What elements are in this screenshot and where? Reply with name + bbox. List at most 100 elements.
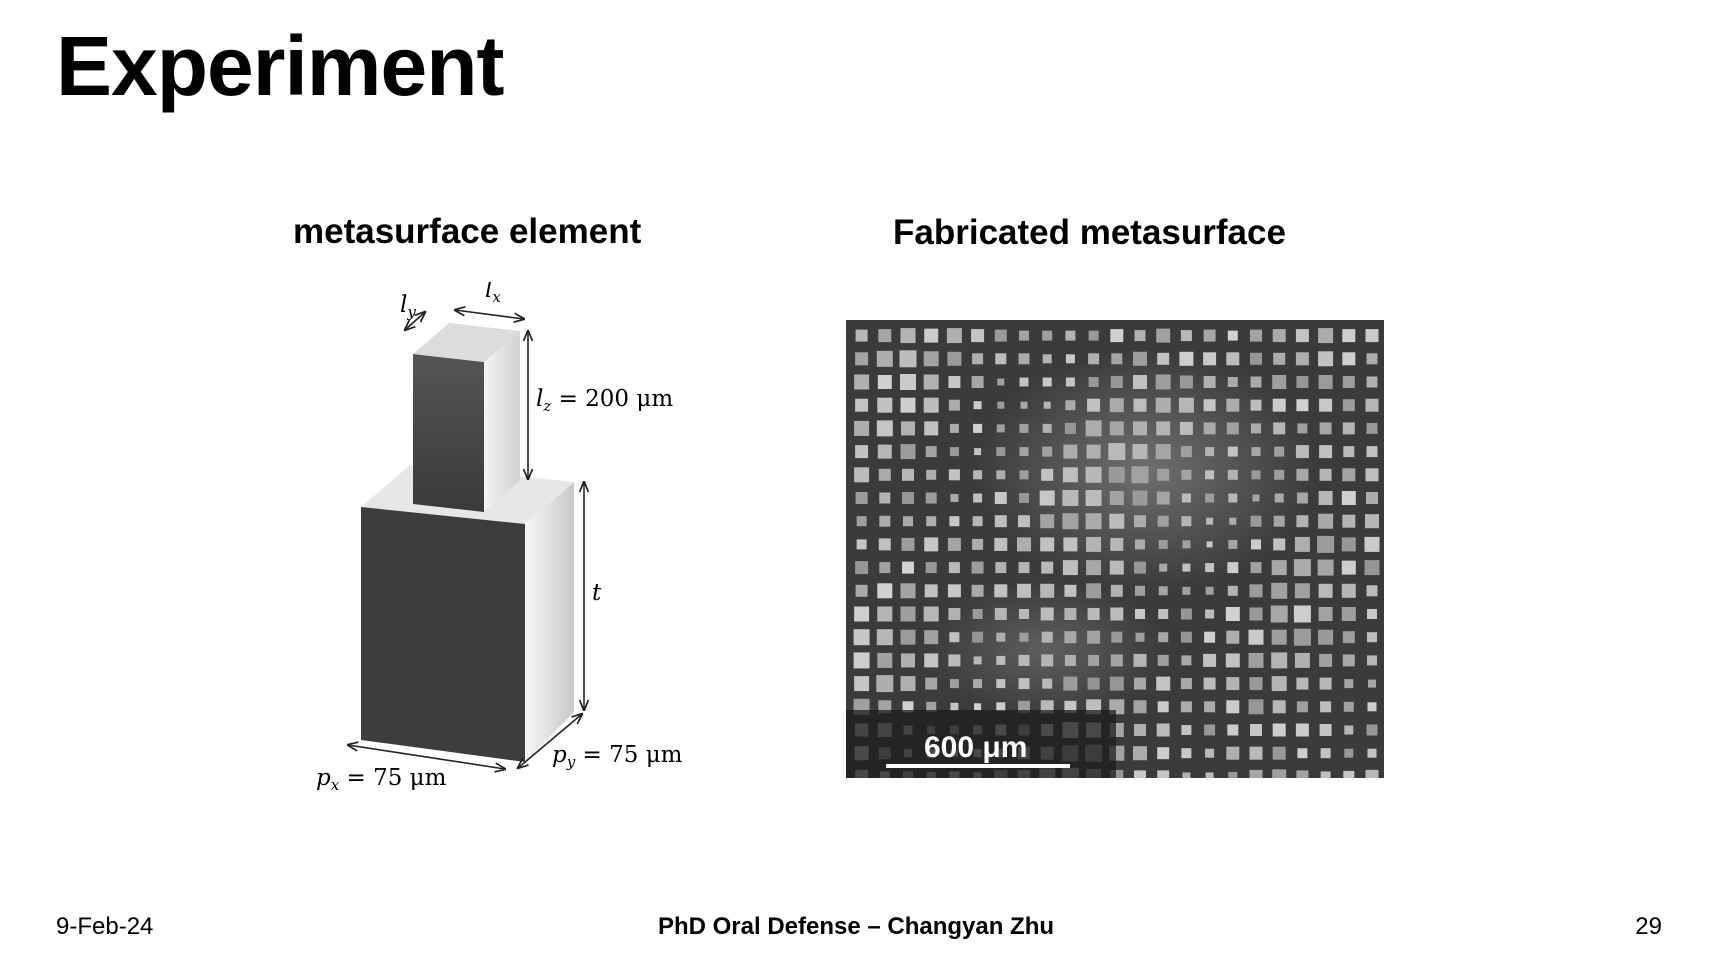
pillar: [854, 420, 870, 436]
pillar: [1366, 376, 1378, 388]
pillar: [1366, 446, 1378, 458]
pillar: [1203, 329, 1216, 342]
pillar: [853, 629, 870, 646]
pillar: [1158, 586, 1168, 596]
pillar: [948, 376, 961, 388]
px-label: px = 75 μm: [316, 765, 447, 794]
pillar: [925, 446, 937, 458]
pillar: [995, 562, 1007, 574]
pillar: [855, 352, 869, 366]
pillar: [949, 447, 959, 457]
pillar: [855, 445, 869, 459]
pillar: [924, 537, 939, 552]
pillar: [1156, 723, 1170, 737]
pillar: [924, 584, 938, 598]
pillar: [1342, 399, 1355, 412]
pillar: [1366, 585, 1378, 597]
pillar: [1019, 330, 1029, 341]
pillar: [1296, 677, 1309, 690]
pillar: [1180, 330, 1192, 342]
pillar: [926, 516, 937, 527]
pillar: [1293, 605, 1311, 623]
pillar: [972, 516, 983, 527]
pillar: [1226, 700, 1240, 714]
pillar: [1271, 582, 1288, 599]
pillar: [923, 351, 939, 367]
pillar: [1270, 605, 1288, 623]
pillar: [1205, 748, 1215, 758]
pillar: [876, 629, 893, 646]
pillar: [1226, 352, 1240, 366]
pillar: [1181, 748, 1192, 759]
pillar: [925, 677, 938, 690]
pillar: [1367, 748, 1377, 758]
pillar: [878, 329, 892, 343]
pillar: [1364, 560, 1380, 576]
pillar: [900, 328, 916, 344]
pillar: [1318, 375, 1333, 389]
pillar: [1181, 655, 1192, 666]
pillar: [854, 606, 870, 622]
pillar: [1296, 770, 1309, 778]
pillar-side: [484, 331, 520, 512]
pillar: [1295, 723, 1309, 737]
footer-date: 9-Feb-24: [56, 913, 154, 940]
pillar: [900, 606, 916, 622]
pillar: [924, 421, 939, 436]
pillar: [1341, 583, 1356, 598]
pillar: [855, 398, 869, 412]
pillar: [1296, 399, 1309, 412]
pillar: [855, 492, 868, 504]
pillar: [877, 444, 892, 459]
pillar: [1226, 746, 1240, 760]
pillar: [972, 538, 984, 550]
pillar: [854, 467, 870, 483]
pillar: [902, 492, 914, 504]
lz-label: lz = 200 μm: [536, 386, 673, 415]
pillar: [1367, 702, 1377, 712]
sem-glow-lower: [926, 580, 1166, 720]
pillar: [1343, 446, 1355, 458]
pillar: [1342, 422, 1355, 435]
pillar: [1318, 513, 1334, 529]
pillar: [1319, 468, 1332, 481]
pillar: [1272, 375, 1287, 389]
pillar: [1018, 353, 1030, 365]
pillar: [901, 537, 915, 551]
pillar: [902, 701, 914, 713]
pillar: [1320, 701, 1332, 713]
pillar: [1250, 352, 1262, 365]
pillar: [1250, 329, 1262, 342]
pillar: [1204, 631, 1216, 643]
pillar: [1110, 769, 1124, 778]
pillar: [1203, 653, 1217, 667]
scale-bar: [886, 764, 1070, 768]
pillar: [1342, 468, 1356, 482]
pillar: [878, 538, 891, 551]
pillar: [1296, 376, 1309, 388]
pillar: [971, 376, 984, 388]
pillar: [1249, 584, 1263, 598]
pillar: [854, 676, 870, 692]
pillar: [947, 537, 961, 551]
pillar: [877, 583, 893, 599]
pillar: [1226, 630, 1240, 644]
pillar: [900, 444, 916, 460]
pillar: [1294, 536, 1310, 552]
pillar: [925, 562, 937, 574]
pillar: [1180, 701, 1192, 713]
pillar: [1319, 445, 1333, 459]
pillar: [1228, 771, 1238, 778]
pillar: [1342, 654, 1355, 667]
pillar: [855, 561, 869, 575]
scale-bar-label: 600 μm: [924, 731, 1027, 764]
pillar: [1180, 631, 1192, 643]
pillar: [1019, 377, 1029, 387]
pillar: [1365, 329, 1379, 343]
footer-presentation-title: PhD Oral Defense – Changyan Zhu: [657, 913, 1055, 940]
pillar: [1134, 770, 1146, 778]
pillar: [1318, 607, 1333, 621]
pillar: [971, 329, 985, 343]
pillar: [1156, 328, 1171, 343]
pillar: [1227, 724, 1239, 736]
